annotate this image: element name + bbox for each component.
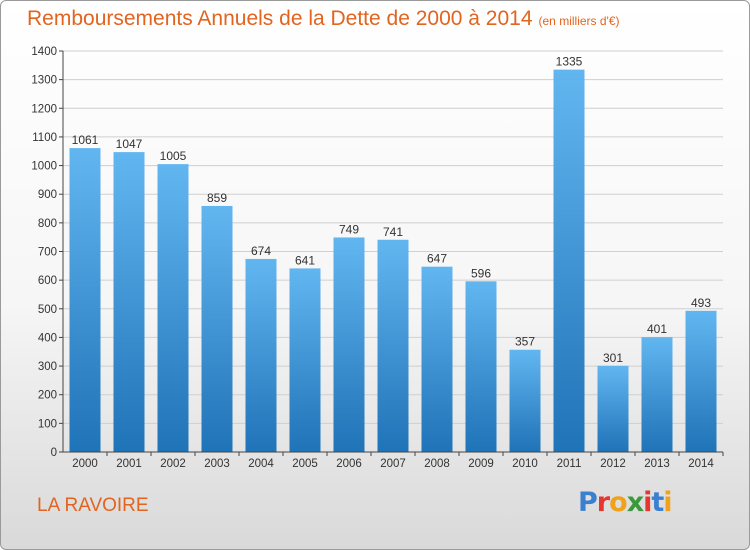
x-tick-label: 2008: [424, 458, 450, 470]
x-tick-label: 2011: [557, 458, 582, 470]
bar-2007: [377, 239, 409, 452]
x-tick-label: 2010: [512, 458, 538, 470]
data-label: 1005: [160, 149, 187, 163]
data-label: 1061: [72, 133, 99, 147]
place-name: LA RAVOIRE: [37, 495, 149, 516]
proxiti-logo: Proxiti: [578, 487, 673, 518]
y-tick-label: 200: [38, 390, 57, 402]
x-tick-label: 2004: [248, 458, 274, 470]
y-tick-label: 300: [38, 361, 57, 373]
logo-letter: i: [643, 487, 652, 518]
bar-2005: [289, 268, 321, 452]
data-label: 493: [691, 296, 711, 310]
data-label: 647: [427, 252, 447, 266]
bar-2000: [69, 148, 101, 452]
y-tick-label: 400: [38, 332, 57, 344]
x-tick-label: 2003: [204, 458, 230, 470]
y-tick-labels: 0 100 200 300 400 500 600 700 800 900 1000 1100 1200…: [31, 46, 57, 459]
x-tick-label: 2002: [160, 458, 186, 470]
data-labels: 1061 1047 1005 859 674 641 749 741 647 596 357 1335…: [72, 55, 712, 365]
y-tick-label: 800: [38, 218, 57, 230]
data-label: 357: [515, 335, 535, 349]
y-tick-label: 1000: [31, 161, 57, 173]
data-label: 301: [603, 351, 623, 365]
y-tick-label: 100: [38, 418, 57, 430]
x-tick-label: 2005: [292, 458, 318, 470]
data-label: 401: [647, 322, 667, 336]
chart-title-text: Remboursements Annuels de la Dette de 20…: [27, 7, 533, 30]
data-label: 859: [207, 191, 227, 205]
y-tick-label: 1300: [31, 75, 57, 87]
bars: [69, 69, 717, 452]
y-tick-label: 500: [38, 304, 57, 316]
x-tick-label: 2007: [380, 458, 406, 470]
y-tick-label: 1200: [31, 103, 57, 115]
y-tick-label: 1100: [32, 132, 57, 144]
x-tick-label: 2009: [468, 458, 494, 470]
x-tick-label: 2013: [644, 458, 670, 470]
x-tick-label: 2012: [600, 458, 626, 470]
data-label: 641: [295, 253, 315, 267]
bar-2012: [597, 365, 629, 452]
bar-2014: [685, 310, 717, 452]
bar-2004: [245, 258, 277, 452]
logo-letter: r: [596, 487, 610, 518]
x-tick-label: 2006: [336, 458, 362, 470]
y-tick-label: 900: [38, 189, 57, 201]
x-tick-label: 2014: [688, 458, 714, 470]
data-label: 674: [251, 244, 271, 258]
data-label: 1335: [556, 55, 583, 69]
bar-2011: [553, 69, 585, 452]
chart-title: Remboursements Annuels de la Dette de 20…: [27, 7, 620, 31]
x-tick-labels: 2000 2001 2002 2003 2004 2005 2006 2007 2008 2009…: [72, 458, 714, 470]
axes: [59, 50, 724, 456]
data-label: 1047: [116, 137, 143, 151]
y-tick-label: 1400: [31, 46, 57, 58]
y-tick-label: 600: [38, 275, 57, 287]
bar-2006: [333, 237, 365, 452]
x-tick-label: 2000: [72, 458, 98, 470]
chart-subtitle: (en milliers d'€): [538, 14, 620, 28]
logo-letter: x: [626, 487, 644, 518]
data-label: 749: [339, 222, 359, 236]
y-tick-label: 0: [51, 447, 57, 459]
bar-2002: [157, 164, 189, 452]
logo-letter: P: [578, 487, 598, 518]
bar-2010: [509, 349, 541, 452]
bar-2008: [421, 266, 453, 452]
logo-letter: t: [651, 487, 664, 518]
logo-letter: i: [663, 487, 672, 518]
bar-2009: [465, 281, 497, 452]
data-label: 596: [471, 266, 491, 280]
y-tick-label: 700: [38, 247, 57, 259]
x-tick-label: 2001: [116, 458, 142, 470]
bar-2001: [113, 152, 145, 452]
bar-2013: [641, 337, 673, 452]
bar-2003: [201, 205, 233, 452]
data-label: 741: [383, 225, 403, 239]
logo-letter: o: [609, 487, 628, 518]
